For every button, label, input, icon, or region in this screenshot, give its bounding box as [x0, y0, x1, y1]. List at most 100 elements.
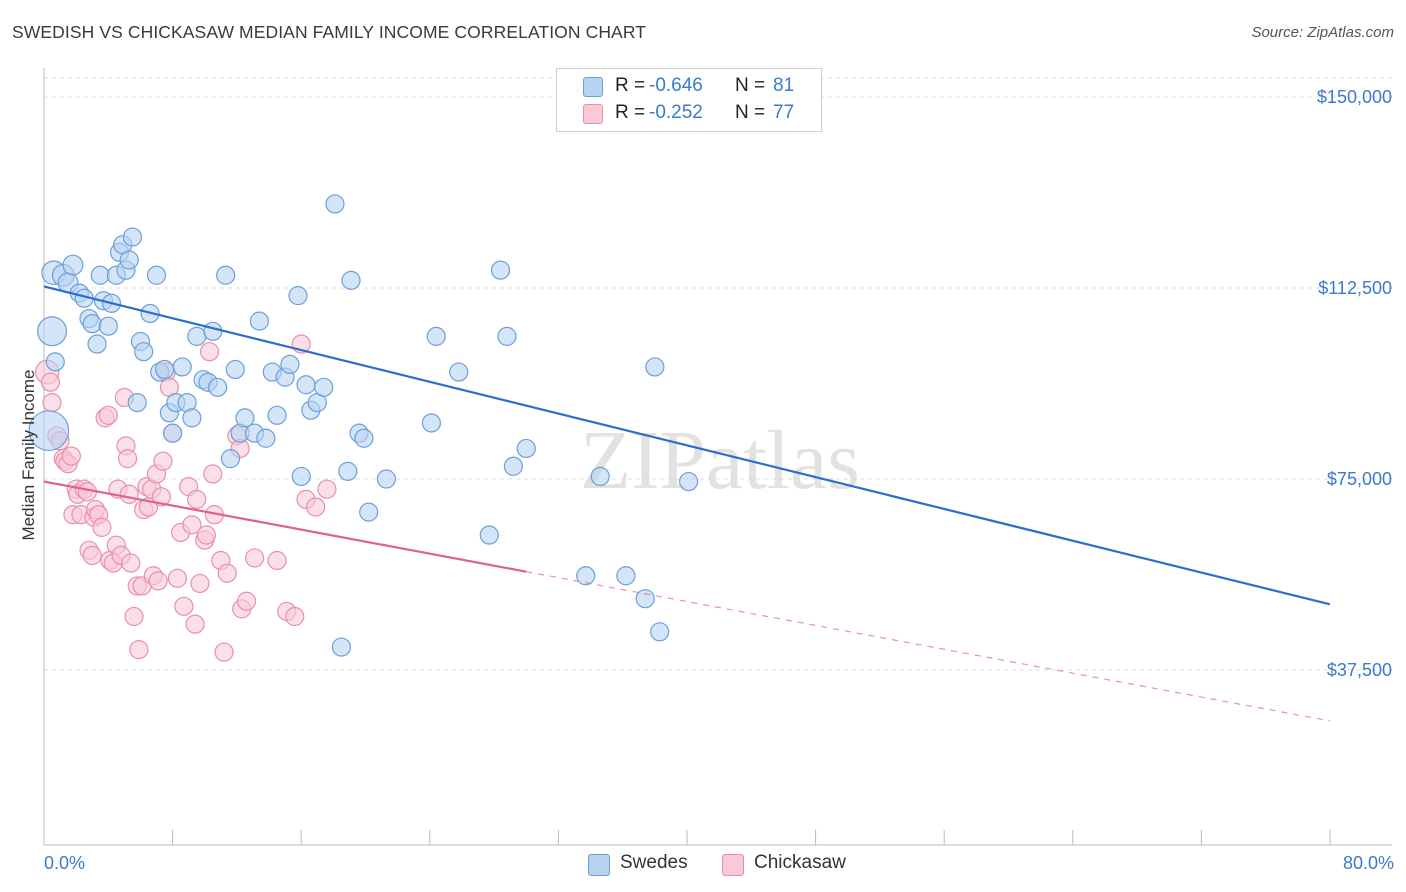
legend-row-swedes: R = -0.646 N = 81: [557, 74, 821, 100]
swedes-point: [134, 342, 154, 362]
swedes-point: [338, 461, 358, 481]
legend-n-label: N =: [735, 75, 766, 96]
swedes-point: [98, 316, 118, 336]
chickasaw-point: [317, 479, 337, 499]
chickasaw-trend-line: [43, 480, 527, 573]
bottom-legend-label-chickasaw: Chickasaw: [754, 852, 846, 873]
swedes-trend-line: [43, 285, 1331, 606]
legend-row-chickasaw: R = -0.252 N = 77: [557, 101, 821, 127]
swedes-point: [256, 428, 276, 448]
swedes-point: [119, 250, 139, 270]
legend-n-label: N =: [735, 102, 766, 123]
swedes-point: [296, 375, 316, 395]
swedes-point: [28, 410, 70, 452]
swedes-point: [490, 260, 511, 280]
y-tick-label: $75,000: [1327, 469, 1392, 489]
swedes-point: [590, 466, 610, 487]
chickasaw-point: [98, 405, 118, 425]
swedes-point: [479, 525, 499, 545]
swedes-point: [616, 566, 636, 586]
swedes-point: [650, 622, 670, 642]
chickasaw-point: [285, 606, 305, 627]
swedes-point: [235, 408, 255, 428]
x-tick-label: 0.0%: [44, 853, 85, 873]
legend-r-value: -0.252: [649, 102, 703, 123]
chickasaw-point: [174, 596, 194, 616]
swedes-point: [354, 428, 374, 448]
swedes-point: [163, 423, 183, 443]
swedes-point: [516, 438, 536, 459]
swedes-point: [288, 286, 308, 306]
legend-swatch-swedes: [583, 77, 603, 97]
legend-n-value: 81: [773, 75, 795, 96]
legend-r-label: R =: [615, 75, 646, 96]
y-axis-label: Median Family Income: [19, 369, 38, 540]
chart-title: SWEDISH VS CHICKASAW MEDIAN FAMILY INCOM…: [12, 22, 647, 42]
swedes-point: [62, 254, 84, 276]
chickasaw-point: [82, 545, 102, 566]
chickasaw-point: [217, 563, 237, 583]
chickasaw-point: [196, 525, 216, 545]
legend-r-value: -0.646: [649, 75, 703, 96]
bottom-legend-swatch-chickasaw: [722, 854, 744, 876]
swedes-point: [225, 359, 245, 380]
chickasaw-point: [199, 342, 220, 362]
swedes-point: [267, 405, 287, 425]
chickasaw-point: [306, 497, 326, 517]
swedes-point: [45, 352, 65, 372]
swedes-point: [154, 359, 175, 380]
legend-r-label: R =: [615, 102, 646, 123]
swedes-point: [291, 466, 311, 487]
chickasaw-point: [187, 489, 207, 509]
chickasaw-trend-extension: [526, 571, 1331, 722]
chickasaw-point: [92, 517, 112, 537]
data-points: [28, 194, 699, 662]
gridlines: [44, 77, 1392, 671]
swedes-point: [331, 637, 351, 657]
chickasaw-point: [129, 640, 149, 660]
chickasaw-point: [119, 484, 139, 504]
swedes-point: [249, 311, 270, 331]
legend-swatch-chickasaw: [583, 104, 603, 124]
axes: [43, 68, 1392, 846]
chickasaw-point: [190, 573, 210, 594]
bottom-legend-label-swedes: Swedes: [620, 852, 688, 873]
x-tick-label: 80.0%: [1343, 853, 1394, 873]
chickasaw-point: [121, 553, 141, 573]
chickasaw-point: [214, 642, 234, 662]
chickasaw-point: [124, 606, 144, 627]
swedes-point: [325, 194, 345, 214]
swedes-point: [679, 471, 699, 492]
bottom-legend-swatch-swedes: [588, 854, 610, 876]
swedes-point: [376, 469, 396, 489]
chickasaw-point: [236, 591, 257, 611]
legend-n-value: 77: [773, 102, 795, 123]
legend: R = -0.646 N = 81 R = -0.252 N = 77: [556, 68, 822, 132]
swedes-point: [280, 354, 300, 374]
swedes-point: [220, 449, 241, 469]
chart-source: Source: ZipAtlas.com: [1251, 24, 1394, 41]
swedes-point: [172, 357, 192, 377]
swedes-point: [82, 314, 102, 334]
swedes-point: [127, 393, 147, 413]
watermark: ZIPatlas: [580, 414, 860, 507]
swedes-point: [426, 326, 446, 346]
swedes-point: [216, 265, 236, 285]
chickasaw-point: [244, 548, 265, 568]
chickasaw-point: [203, 464, 223, 484]
swedes-point: [87, 334, 107, 354]
tick-labels: $150,000 $112,500 $75,000 $37,500 0.0% 80.0%: [44, 87, 1394, 873]
swedes-point: [449, 362, 469, 382]
chickasaw-point: [40, 372, 61, 392]
swedes-point: [341, 270, 361, 290]
swedes-point: [208, 377, 228, 397]
swedes-point: [359, 502, 379, 522]
chickasaw-point: [267, 550, 287, 571]
swedes-point: [314, 377, 334, 397]
swedes-point: [90, 265, 110, 285]
chickasaw-point: [153, 451, 173, 471]
chickasaw-point: [148, 571, 168, 591]
swedes-point: [503, 456, 523, 476]
swedes-point: [146, 265, 167, 285]
